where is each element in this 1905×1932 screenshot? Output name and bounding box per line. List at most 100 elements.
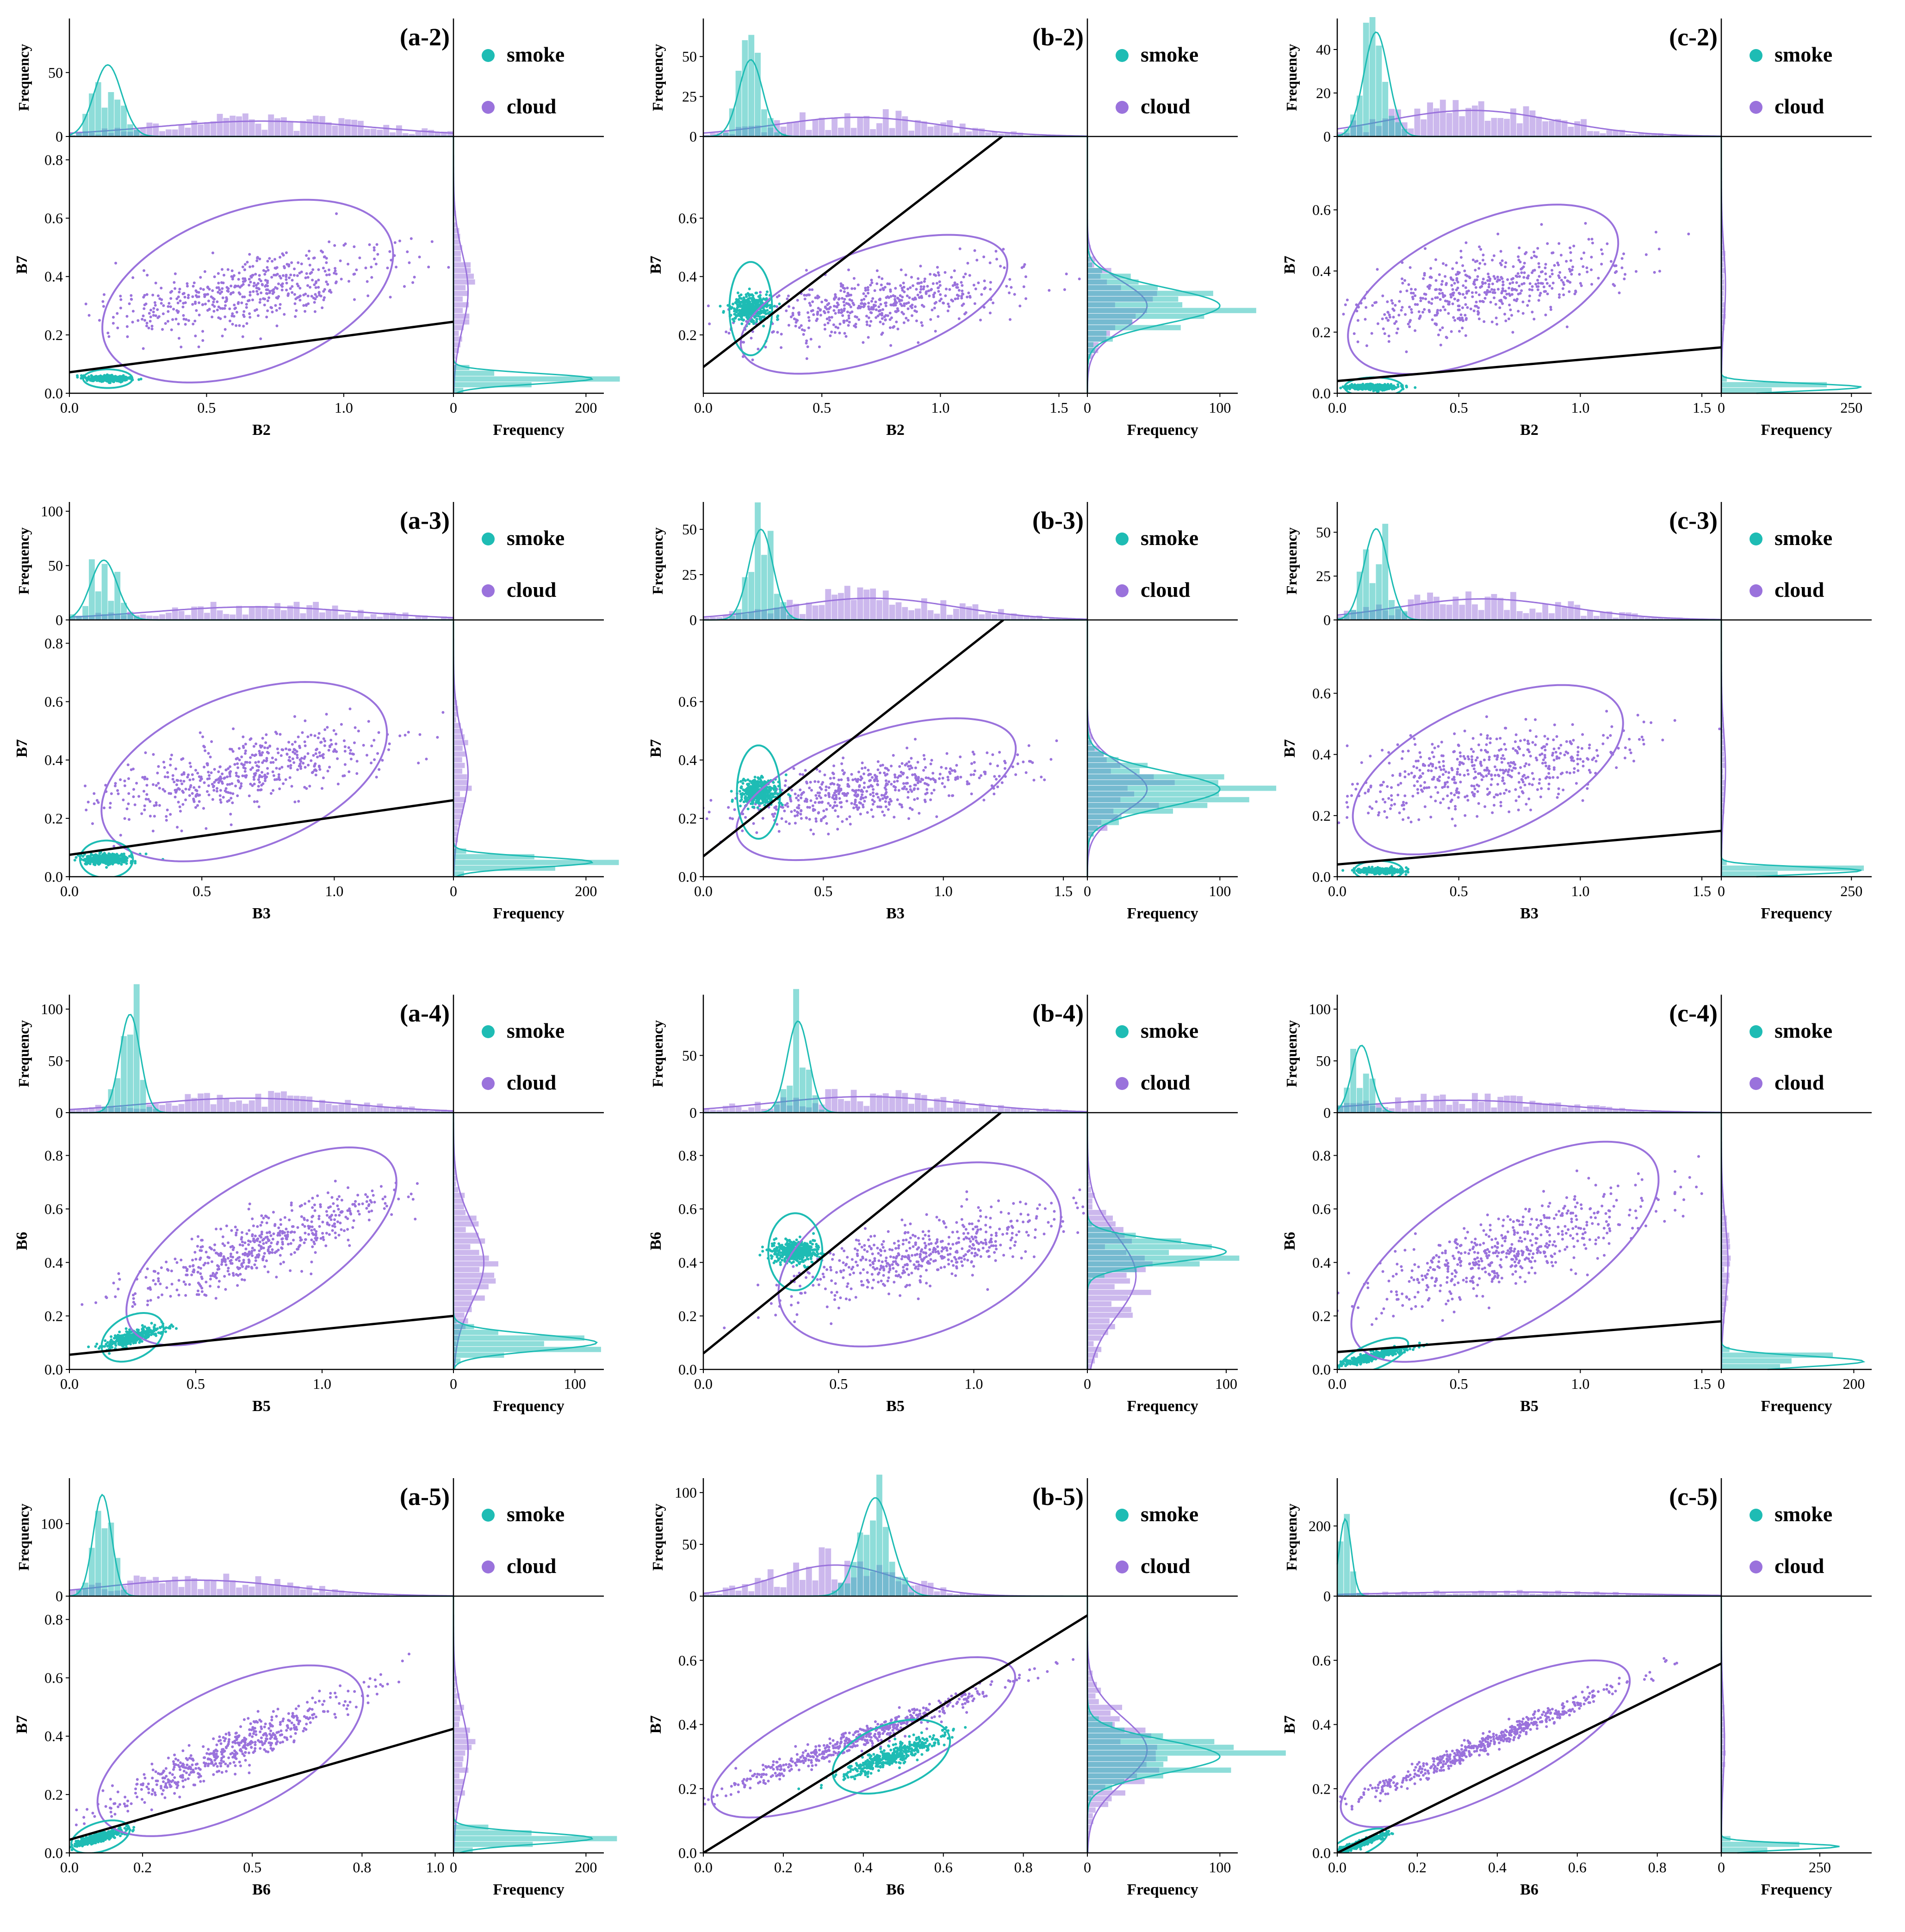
- smoke-point: [87, 375, 90, 378]
- cloud-point: [1588, 238, 1590, 241]
- cloud-point: [1445, 264, 1447, 266]
- smoke-point: [744, 310, 746, 313]
- cloud-point: [833, 798, 836, 800]
- cloud-point: [930, 762, 932, 765]
- cloud-point: [916, 797, 919, 800]
- cloud-ellipse: [1348, 204, 1618, 374]
- cloud-top-bar: [416, 131, 422, 136]
- cloud-point: [388, 743, 391, 745]
- cloud-point: [194, 769, 197, 772]
- cloud-point: [843, 304, 846, 307]
- cloud-point: [141, 318, 143, 321]
- cloud-top-bar: [179, 124, 185, 136]
- cloud-point: [1509, 309, 1512, 311]
- smoke-right-bar: [453, 371, 494, 376]
- cloud-point: [198, 301, 200, 304]
- cloud-point: [195, 289, 198, 292]
- cloud-top-bar: [876, 123, 882, 136]
- cloud-point: [177, 322, 180, 325]
- cloud-point: [323, 740, 326, 743]
- cloud-point: [244, 263, 247, 266]
- cloud-point: [1546, 292, 1549, 295]
- cloud-point: [780, 346, 782, 349]
- cloud-point: [881, 811, 884, 813]
- cloud-top-bar: [1536, 117, 1542, 136]
- cloud-point: [1568, 290, 1570, 293]
- smoke-point: [76, 376, 79, 378]
- cloud-point: [183, 292, 186, 295]
- cloud-point: [355, 268, 358, 271]
- cloud-point: [476, 250, 479, 253]
- legend-smoke-label: smoke: [1775, 43, 1832, 66]
- cloud-point: [354, 726, 357, 729]
- cloud-point: [697, 819, 700, 822]
- cloud-point: [852, 302, 855, 304]
- smoke-point: [1388, 387, 1390, 390]
- cloud-point: [1399, 291, 1402, 293]
- smoke-point: [105, 857, 108, 860]
- cloud-point: [174, 796, 177, 799]
- cloud-point: [1569, 247, 1571, 249]
- cloud-point: [194, 301, 197, 303]
- cloud-point: [1515, 289, 1518, 291]
- cloud-point: [153, 815, 156, 817]
- cloud-point: [368, 243, 371, 246]
- cloud-point: [249, 738, 252, 741]
- cloud-point: [279, 778, 281, 781]
- cloud-point: [899, 774, 902, 777]
- right-hist-xlabel: Frequency: [493, 905, 564, 922]
- cloud-point: [328, 241, 330, 243]
- smoke-point: [103, 378, 105, 380]
- cloud-point: [978, 776, 981, 779]
- cloud-point: [198, 295, 200, 298]
- cloud-point: [890, 783, 893, 786]
- cloud-point: [186, 776, 189, 779]
- cloud-point: [876, 805, 879, 808]
- cloud-top-bar: [1453, 100, 1459, 136]
- cloud-point: [847, 315, 850, 317]
- cloud-point: [807, 316, 810, 319]
- cloud-point: [229, 765, 231, 768]
- cloud-point: [815, 797, 818, 800]
- smoke-point: [1362, 385, 1365, 388]
- cloud-point: [103, 806, 105, 809]
- smoke-point: [763, 316, 766, 318]
- cloud-point: [1508, 303, 1511, 306]
- cloud-point: [316, 295, 318, 298]
- cloud-point: [217, 291, 219, 294]
- cloud-point: [947, 776, 949, 779]
- smoke-point: [742, 299, 745, 302]
- cloud-point: [215, 779, 217, 782]
- cloud-point: [236, 794, 239, 797]
- cloud-point: [217, 770, 220, 773]
- cloud-point: [850, 299, 853, 302]
- cloud-point: [282, 782, 285, 785]
- cloud-top-bar: [179, 611, 185, 620]
- cloud-point: [224, 789, 227, 792]
- cloud-point: [816, 313, 819, 316]
- cloud-point: [1414, 288, 1417, 291]
- cloud-point: [306, 736, 309, 738]
- cloud-point: [961, 284, 963, 287]
- cloud-point: [1441, 326, 1444, 329]
- cloud-point: [866, 811, 869, 814]
- cloud-point: [221, 773, 223, 775]
- cloud-point: [974, 302, 976, 305]
- cloud-point: [178, 291, 180, 293]
- cloud-point: [1496, 233, 1499, 235]
- cloud-point: [1558, 271, 1561, 274]
- cloud-point: [1508, 282, 1511, 285]
- cloud-point: [1463, 270, 1466, 272]
- cloud-point: [1461, 264, 1464, 267]
- cloud-point: [1558, 296, 1561, 299]
- smoke-point: [107, 375, 110, 378]
- cloud-top-bar: [230, 614, 236, 620]
- cloud-point: [899, 294, 902, 297]
- cloud-point: [903, 322, 906, 324]
- cloud-point: [844, 793, 847, 796]
- cloud-top-bar: [819, 605, 825, 620]
- cloud-top-bar: [953, 609, 959, 620]
- cloud-point: [859, 779, 862, 781]
- cloud-point: [887, 314, 889, 317]
- cloud-point: [1464, 242, 1467, 244]
